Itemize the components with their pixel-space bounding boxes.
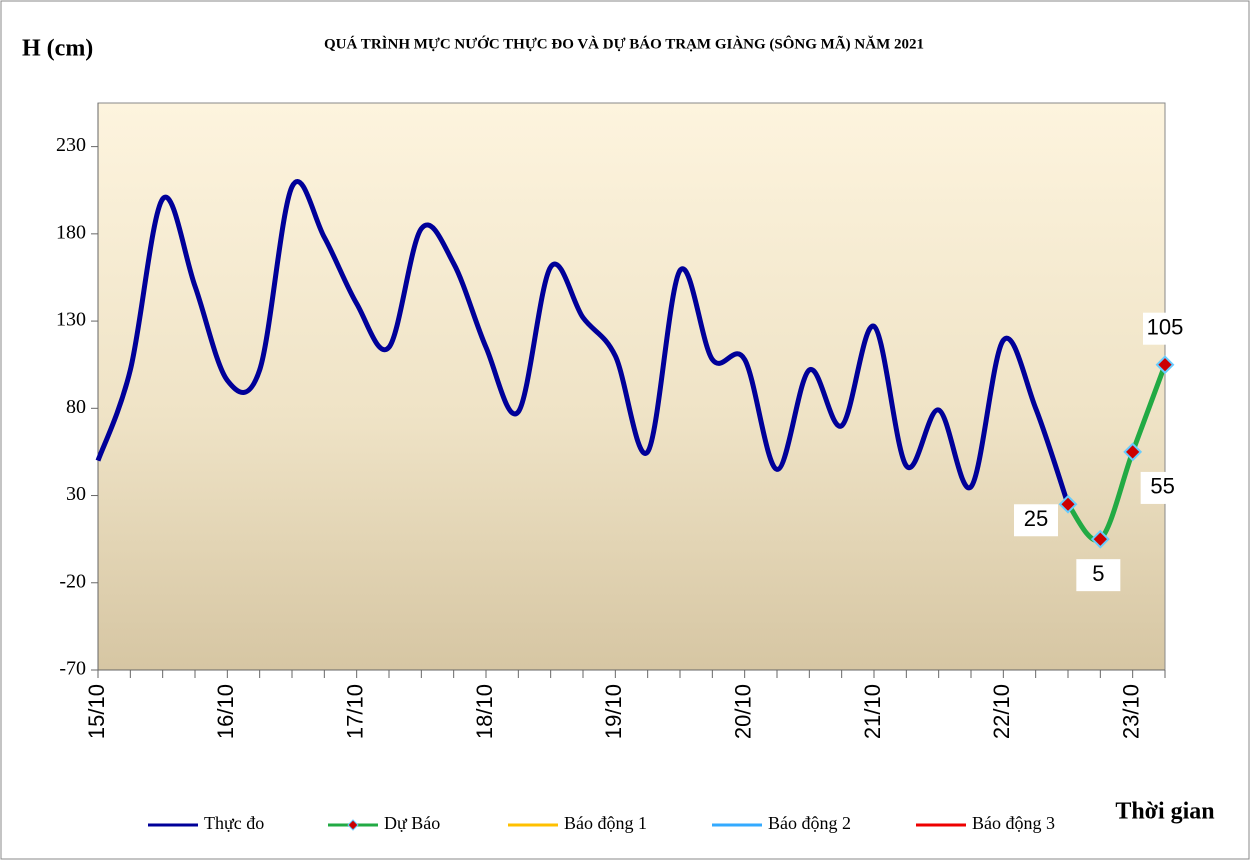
series-line: [1065, 363, 1168, 543]
data-label: 5: [1092, 561, 1104, 586]
y-axis-label: H (cm): [22, 36, 93, 62]
marker: [1090, 529, 1110, 549]
x-axis-label: Thời gian: [1115, 799, 1214, 825]
x-tick-label: 23/10: [1118, 684, 1143, 739]
y-tick-label: 130: [56, 309, 86, 331]
legend-label: Báo động 3: [972, 813, 1055, 833]
y-tick-label: 230: [56, 134, 86, 156]
x-tick-label: 19/10: [601, 684, 626, 739]
marker: [1058, 494, 1078, 514]
data-label: 105: [1147, 315, 1184, 340]
data-label: 25: [1024, 506, 1048, 531]
data-label-box: [1140, 471, 1185, 504]
data-label: 55: [1150, 474, 1174, 499]
y-tick-label: 30: [66, 483, 86, 505]
legend-label: Dự Báo: [384, 813, 440, 833]
data-label-box: [1076, 559, 1121, 592]
marker: [1123, 442, 1143, 462]
legend-marker: [347, 819, 359, 831]
y-tick-label: 80: [66, 396, 86, 418]
chart-title: QUÁ TRÌNH MỰC NƯỚC THỰC ĐO VÀ DỰ BÁO TRẠ…: [324, 34, 924, 52]
y-tick-label: -20: [59, 570, 86, 592]
x-tick-label: 17/10: [342, 684, 367, 739]
series-line: [95, 179, 1071, 506]
x-tick-label: 18/10: [472, 684, 497, 739]
data-label-box: [1014, 504, 1058, 537]
y-tick-label: 180: [56, 221, 86, 243]
data-label-box: [1143, 312, 1187, 345]
x-tick-label: 20/10: [730, 684, 755, 739]
plot-area: [97, 102, 1166, 671]
legend-label: Báo động 1: [564, 813, 647, 833]
legend-label: Báo động 2: [768, 813, 851, 833]
x-tick-label: 16/10: [213, 684, 238, 739]
legend-label: Thực đo: [204, 813, 264, 833]
y-tick-label: -70: [59, 658, 86, 680]
marker: [1155, 355, 1175, 375]
x-tick-label: 15/10: [84, 684, 109, 739]
x-tick-label: 22/10: [989, 684, 1014, 739]
x-tick-label: 21/10: [860, 684, 885, 739]
